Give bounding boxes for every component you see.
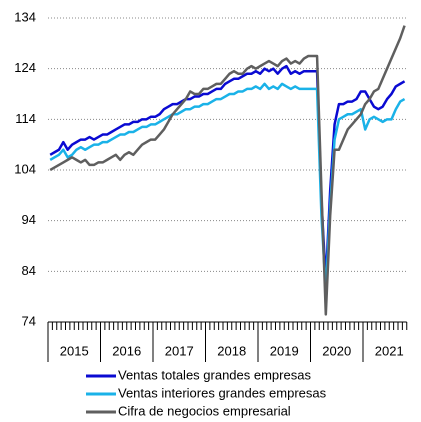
y-tick-label: 124 [14, 60, 36, 75]
legend-label: Cifra de negocios empresarial [118, 403, 291, 418]
y-tick-label: 114 [15, 111, 36, 126]
y-tick-label: 134 [14, 9, 36, 24]
year-label: 2015 [60, 343, 89, 358]
year-label: 2019 [270, 343, 299, 358]
series-line [49, 25, 406, 316]
y-tick-label: 84 [22, 263, 36, 278]
series-line [49, 82, 406, 293]
year-label: 2017 [165, 343, 194, 358]
series-line [49, 64, 406, 283]
year-label: 2020 [322, 343, 351, 358]
y-tick-label: 94 [22, 212, 36, 227]
y-tick-label: 74 [22, 313, 36, 328]
year-label: 2021 [375, 343, 404, 358]
y-tick-label: 104 [14, 161, 36, 176]
year-label: 2016 [112, 343, 141, 358]
legend-label: Ventas totales grandes empresas [118, 367, 311, 382]
legend-label: Ventas interiores grandes empresas [118, 385, 327, 400]
year-label: 2018 [217, 343, 246, 358]
